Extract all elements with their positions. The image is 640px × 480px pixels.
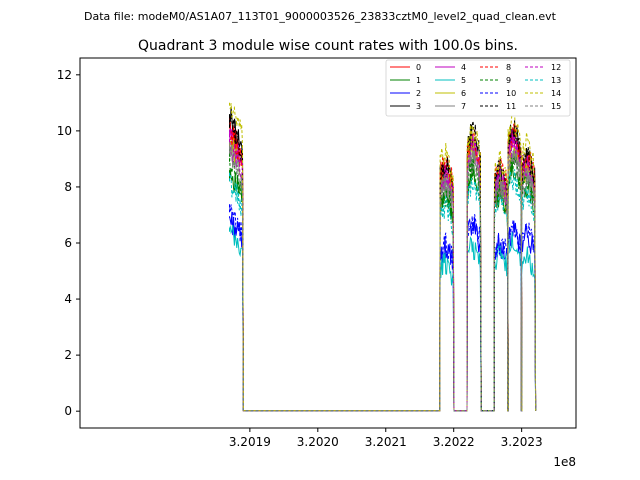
y-axis-ticks: 0 2 4 6 8 10 12	[57, 68, 80, 418]
y-tick-label: 12	[57, 68, 72, 82]
legend-label-12: 12	[551, 63, 561, 72]
y-tick-label: 8	[64, 180, 72, 194]
legend-label-9: 9	[506, 76, 511, 85]
x-tick-label: 3.2019	[229, 435, 271, 449]
legend-label-0: 0	[416, 63, 421, 72]
legend-label-1: 1	[416, 76, 421, 85]
legend-label-13: 13	[551, 76, 561, 85]
y-tick-label: 10	[57, 124, 72, 138]
x-tick-label: 3.2022	[433, 435, 475, 449]
y-tick-label: 6	[64, 236, 72, 250]
legend-label-2: 2	[416, 89, 421, 98]
legend-label-8: 8	[506, 63, 511, 72]
series-line-15	[229, 142, 537, 412]
legend-box	[385, 59, 571, 117]
x-tick-label: 3.2021	[365, 435, 407, 449]
legend-label-10: 10	[506, 89, 516, 98]
y-tick-label: 0	[64, 404, 72, 418]
x-tick-label: 3.2023	[501, 435, 543, 449]
chart-title: Quadrant 3 module wise count rates with …	[138, 38, 518, 54]
legend-label-11: 11	[506, 102, 516, 111]
figure-suptitle: Data file: modeM0/AS1A07_113T01_90000035…	[84, 10, 557, 23]
y-tick-label: 4	[64, 292, 72, 306]
legend-label-14: 14	[551, 89, 561, 98]
legend-label-3: 3	[416, 102, 421, 111]
legend-label-7: 7	[461, 102, 466, 111]
series-lines	[229, 102, 537, 412]
plot-area: 3.2019 3.2020 3.2021 3.2022 3.2023 024681012…	[57, 57, 577, 469]
legend-label-15: 15	[551, 102, 561, 111]
legend-label-4: 4	[461, 63, 466, 72]
legend-label-6: 6	[461, 89, 466, 98]
y-tick-label: 2	[64, 348, 72, 362]
x-axis-offset-label: 1e8	[553, 455, 576, 469]
x-tick-label: 3.2020	[297, 435, 339, 449]
x-axis-ticks: 3.2019 3.2020 3.2021 3.2022 3.2023	[229, 428, 543, 449]
legend-label-5: 5	[461, 76, 466, 85]
